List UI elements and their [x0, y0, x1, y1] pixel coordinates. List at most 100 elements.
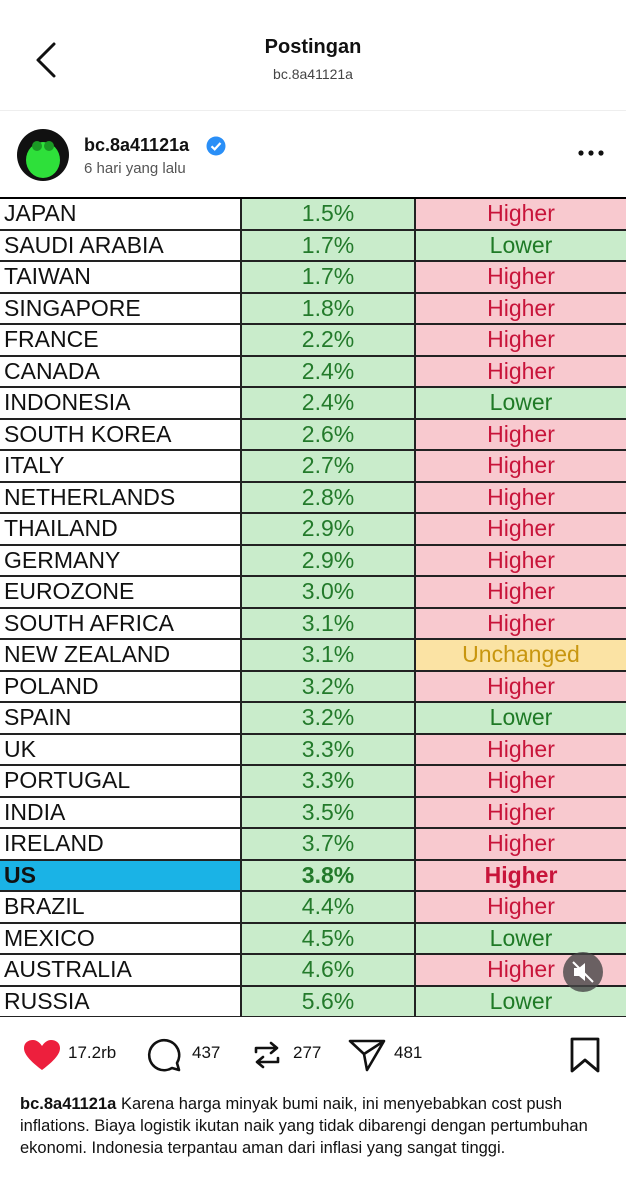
- rate-cell: 2.9%: [242, 514, 416, 544]
- country-cell: ITALY: [0, 451, 242, 481]
- status-cell: Higher: [416, 797, 626, 827]
- rate-cell: 1.7%: [242, 230, 416, 260]
- status-cell: Unchanged: [416, 640, 626, 670]
- table-row: SOUTH AFRICA 3.1% Higher: [0, 608, 626, 640]
- table-row: AUSTRALIA 4.6% Higher: [0, 955, 626, 987]
- table-row: US 3.8% Higher: [0, 860, 626, 892]
- status-cell: Higher: [416, 734, 626, 764]
- country-cell: NETHERLANDS: [0, 482, 242, 512]
- rate-cell: 4.6%: [242, 955, 416, 985]
- country-cell: SPAIN: [0, 703, 242, 733]
- rate-cell: 1.8%: [242, 293, 416, 323]
- status-cell: Higher: [416, 766, 626, 796]
- status-cell: Lower: [416, 388, 626, 418]
- status-cell: Higher: [416, 199, 626, 229]
- country-cell: SINGAPORE: [0, 293, 242, 323]
- status-cell: Higher: [416, 577, 626, 607]
- comment-button[interactable]: [146, 1037, 182, 1073]
- caption: bc.8a41121a Karena harga minyak bumi nai…: [20, 1093, 610, 1159]
- status-cell: Higher: [416, 293, 626, 323]
- table-row: NEW ZEALAND 3.1% Unchanged: [0, 640, 626, 672]
- table-row: PORTUGAL 3.3% Higher: [0, 766, 626, 798]
- table-row: INDONESIA 2.4% Lower: [0, 388, 626, 420]
- country-cell: POLAND: [0, 671, 242, 701]
- table-row: SOUTH KOREA 2.6% Higher: [0, 419, 626, 451]
- rate-cell: 1.7%: [242, 262, 416, 292]
- rate-cell: 2.6%: [242, 419, 416, 449]
- mute-button[interactable]: [562, 951, 604, 993]
- table-row: IRELAND 3.7% Higher: [0, 829, 626, 861]
- status-cell: Higher: [416, 829, 626, 859]
- repost-button[interactable]: [248, 1036, 286, 1074]
- country-cell: PORTUGAL: [0, 766, 242, 796]
- table-row: SPAIN 3.2% Lower: [0, 703, 626, 735]
- table-row: FRANCE 2.2% Higher: [0, 325, 626, 357]
- table-row: THAILAND 2.9% Higher: [0, 514, 626, 546]
- country-cell: UK: [0, 734, 242, 764]
- inflation-table: JAPAN 1.5% Higher SAUDI ARABIA 1.7% Lower TAIW…: [0, 197, 626, 1017]
- table-row: TAIWAN 1.7% Higher: [0, 262, 626, 294]
- table-row: JAPAN 1.5% Higher: [0, 199, 626, 231]
- repost-count: 277: [293, 1043, 322, 1062]
- header-title: Postingan: [264, 36, 362, 58]
- country-cell: JAPAN: [0, 199, 242, 229]
- table-row: CANADA 2.4% Higher: [0, 356, 626, 388]
- status-cell: Higher: [416, 608, 626, 638]
- more-button[interactable]: [576, 145, 606, 161]
- country-cell: EUROZONE: [0, 577, 242, 607]
- country-cell: CANADA: [0, 356, 242, 386]
- rate-cell: 4.5%: [242, 923, 416, 953]
- country-cell: RUSSIA: [0, 986, 242, 1016]
- rate-cell: 3.1%: [242, 608, 416, 638]
- table-row: MEXICO 4.5% Lower: [0, 923, 626, 955]
- country-cell: SOUTH AFRICA: [0, 608, 242, 638]
- share-count: 481: [394, 1043, 423, 1062]
- country-cell: NEW ZEALAND: [0, 640, 242, 670]
- like-button[interactable]: [22, 1038, 62, 1072]
- rate-cell: 2.2%: [242, 325, 416, 355]
- status-cell: Higher: [416, 545, 626, 575]
- country-cell: TAIWAN: [0, 262, 242, 292]
- rate-cell: 3.3%: [242, 734, 416, 764]
- status-cell: Higher: [416, 419, 626, 449]
- status-cell: Lower: [416, 923, 626, 953]
- rate-cell: 3.3%: [242, 766, 416, 796]
- table-row: GERMANY 2.9% Higher: [0, 545, 626, 577]
- table-row: INDIA 3.5% Higher: [0, 797, 626, 829]
- table-row: BRAZIL 4.4% Higher: [0, 892, 626, 924]
- country-cell: SAUDI ARABIA: [0, 230, 242, 260]
- rate-cell: 2.4%: [242, 388, 416, 418]
- status-cell: Higher: [416, 892, 626, 922]
- status-cell: Lower: [416, 230, 626, 260]
- rate-cell: 2.4%: [242, 356, 416, 386]
- table-row: EUROZONE 3.0% Higher: [0, 577, 626, 609]
- like-count: 17.2rb: [68, 1043, 117, 1062]
- rate-cell: 3.0%: [242, 577, 416, 607]
- status-cell: Higher: [416, 262, 626, 292]
- header-subtitle: bc.8a41121a: [273, 66, 353, 82]
- table-row: UK 3.3% Higher: [0, 734, 626, 766]
- country-cell: MEXICO: [0, 923, 242, 953]
- avatar[interactable]: [16, 128, 70, 182]
- caption-text: Karena harga minyak bumi naik, ini menye…: [20, 1095, 588, 1157]
- rate-cell: 3.7%: [242, 829, 416, 859]
- country-cell: THAILAND: [0, 514, 242, 544]
- username[interactable]: bc.8a41121a: [84, 135, 190, 155]
- caption-username[interactable]: bc.8a41121a: [20, 1095, 117, 1113]
- save-button[interactable]: [568, 1036, 602, 1074]
- status-cell: Lower: [416, 703, 626, 733]
- rate-cell: 2.7%: [242, 451, 416, 481]
- country-cell: INDIA: [0, 797, 242, 827]
- rate-cell: 3.1%: [242, 640, 416, 670]
- rate-cell: 3.5%: [242, 797, 416, 827]
- country-cell: FRANCE: [0, 325, 242, 355]
- post-time: 6 hari yang lalu: [84, 160, 186, 177]
- country-cell: SOUTH KOREA: [0, 419, 242, 449]
- table-row: NETHERLANDS 2.8% Higher: [0, 482, 626, 514]
- country-cell: BRAZIL: [0, 892, 242, 922]
- share-button[interactable]: [347, 1037, 387, 1073]
- rate-cell: 3.8%: [242, 860, 416, 890]
- back-button[interactable]: [30, 40, 60, 80]
- country-cell: GERMANY: [0, 545, 242, 575]
- table-row: ITALY 2.7% Higher: [0, 451, 626, 483]
